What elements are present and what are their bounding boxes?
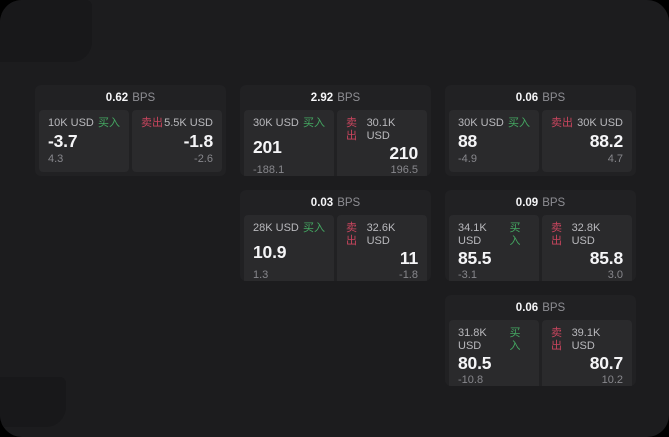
buy-panel[interactable]: 30K USD 买入 88 -4.9 (449, 110, 539, 172)
card-header: 0.06 BPS (445, 295, 636, 320)
sell-price: 80.7 (589, 353, 623, 373)
quote-panels: 30K USD 买入 201 -188.1 卖出 30.1K USD 210 1… (240, 110, 431, 176)
bps-spread-value: 2.92 (310, 91, 334, 104)
bps-spread-value: 0.62 (105, 91, 129, 104)
sell-delta: 10.2 (601, 374, 623, 386)
buy-price: -3.7 (48, 131, 78, 151)
buy-notional: 34.1K USD (458, 222, 487, 247)
buy-price: 88 (458, 131, 478, 151)
sell-panel[interactable]: 卖出 39.1K USD 80.7 10.2 (542, 320, 632, 386)
sell-side-label: 卖出 (551, 117, 573, 129)
quote-card: 0.09 BPS 34.1K USD 买入 85.5 -3.1 卖出 32.8K… (445, 190, 636, 281)
sell-side-label: 卖出 (346, 222, 357, 247)
buy-price: 10.9 (253, 241, 287, 262)
bps-unit-label: BPS (542, 91, 566, 104)
buy-panel[interactable]: 28K USD 买入 10.9 1.3 (244, 215, 334, 281)
card-header: 0.09 BPS (445, 190, 636, 215)
sell-side-label: 卖出 (141, 117, 163, 129)
bps-spread-value: 0.06 (515, 301, 539, 314)
buy-panel[interactable]: 34.1K USD 买入 85.5 -3.1 (449, 215, 539, 281)
quote-panels: 30K USD 买入 88 -4.9 卖出 30K USD 88.2 4.7 (445, 110, 636, 176)
card-header: 0.03 BPS (240, 190, 431, 215)
sell-side-label: 卖出 (346, 117, 357, 142)
sell-notional: 32.8K USD (571, 222, 601, 247)
card-header: 2.92 BPS (240, 85, 431, 110)
card-header: 0.62 BPS (35, 85, 226, 110)
quote-panels: 28K USD 买入 10.9 1.3 卖出 32.6K USD 11 -1.8 (240, 215, 431, 281)
quote-card-grid: 0.62 BPS 10K USD 买入 -3.7 4.3 卖出 5.5K USD… (35, 85, 636, 386)
sell-delta: 3.0 (607, 269, 623, 281)
bps-spread-value: 0.06 (515, 91, 539, 104)
sell-notional: 5.5K USD (164, 117, 213, 129)
sell-notional: 32.6K USD (366, 222, 396, 247)
sell-panel[interactable]: 卖出 5.5K USD -1.8 -2.6 (132, 110, 222, 172)
sell-notional: 30K USD (577, 117, 623, 129)
buy-notional: 10K USD (48, 117, 94, 129)
quote-panels: 31.8K USD 买入 80.5 -10.8 卖出 39.1K USD 80.… (445, 320, 636, 386)
buy-delta: 1.3 (253, 269, 269, 281)
sell-panel[interactable]: 卖出 32.8K USD 85.8 3.0 (542, 215, 632, 281)
sell-delta: -2.6 (194, 153, 213, 165)
buy-side-label: 买入 (508, 117, 530, 129)
bps-unit-label: BPS (542, 301, 566, 314)
quote-card: 0.62 BPS 10K USD 买入 -3.7 4.3 卖出 5.5K USD… (35, 85, 226, 176)
bps-spread-value: 0.03 (310, 196, 334, 209)
sell-panel[interactable]: 卖出 32.6K USD 11 -1.8 (337, 215, 427, 281)
quote-card: 0.06 BPS 30K USD 买入 88 -4.9 卖出 30K USD 8… (445, 85, 636, 176)
bps-spread-value: 0.09 (515, 196, 539, 209)
corner-shade-top-left (0, 0, 92, 62)
bps-unit-label: BPS (337, 196, 361, 209)
buy-delta: 4.3 (48, 153, 64, 165)
buy-price: 201 (253, 136, 282, 157)
sell-panel[interactable]: 卖出 30K USD 88.2 4.7 (542, 110, 632, 172)
bps-unit-label: BPS (542, 196, 566, 209)
sell-notional: 30.1K USD (366, 117, 396, 142)
buy-price: 85.5 (458, 248, 492, 268)
buy-side-label: 买入 (303, 222, 325, 234)
quote-card: 0.06 BPS 31.8K USD 买入 80.5 -10.8 卖出 39.1… (445, 295, 636, 386)
sell-side-label: 卖出 (551, 327, 562, 352)
sell-panel[interactable]: 卖出 30.1K USD 210 196.5 (337, 110, 427, 176)
quote-card: 0.03 BPS 28K USD 买入 10.9 1.3 卖出 32.6K US… (240, 190, 431, 281)
buy-side-label: 买入 (509, 222, 521, 247)
buy-price: 80.5 (458, 353, 492, 373)
card-header: 0.06 BPS (445, 85, 636, 110)
buy-side-label: 买入 (509, 327, 521, 352)
buy-notional: 31.8K USD (458, 327, 487, 352)
quote-panels: 10K USD 买入 -3.7 4.3 卖出 5.5K USD -1.8 -2.… (35, 110, 226, 176)
buy-notional: 30K USD (458, 117, 504, 129)
sell-delta: 4.7 (607, 153, 623, 165)
bps-unit-label: BPS (132, 91, 156, 104)
sell-delta: 196.5 (390, 164, 418, 176)
buy-delta: -3.1 (458, 269, 477, 281)
bps-unit-label: BPS (337, 91, 361, 104)
buy-notional: 28K USD (253, 222, 299, 234)
buy-delta: -4.9 (458, 153, 477, 165)
sell-price: 88.2 (589, 131, 623, 151)
buy-side-label: 买入 (303, 117, 325, 129)
sell-delta: -1.8 (399, 269, 418, 281)
sell-price: -1.8 (183, 131, 214, 151)
buy-panel[interactable]: 30K USD 买入 201 -188.1 (244, 110, 334, 176)
sell-notional: 39.1K USD (571, 327, 601, 352)
buy-panel[interactable]: 10K USD 买入 -3.7 4.3 (39, 110, 129, 172)
buy-panel[interactable]: 31.8K USD 买入 80.5 -10.8 (449, 320, 539, 386)
sell-price: 85.8 (589, 248, 623, 268)
quote-card: 2.92 BPS 30K USD 买入 201 -188.1 卖出 30.1K … (240, 85, 431, 176)
sell-price: 11 (399, 248, 418, 268)
sell-price: 210 (389, 143, 418, 163)
buy-side-label: 买入 (98, 117, 120, 129)
sell-side-label: 卖出 (551, 222, 562, 247)
buy-delta: -188.1 (253, 164, 285, 176)
buy-delta: -10.8 (458, 374, 484, 386)
quote-panels: 34.1K USD 买入 85.5 -3.1 卖出 32.8K USD 85.8… (445, 215, 636, 281)
buy-notional: 30K USD (253, 117, 299, 129)
